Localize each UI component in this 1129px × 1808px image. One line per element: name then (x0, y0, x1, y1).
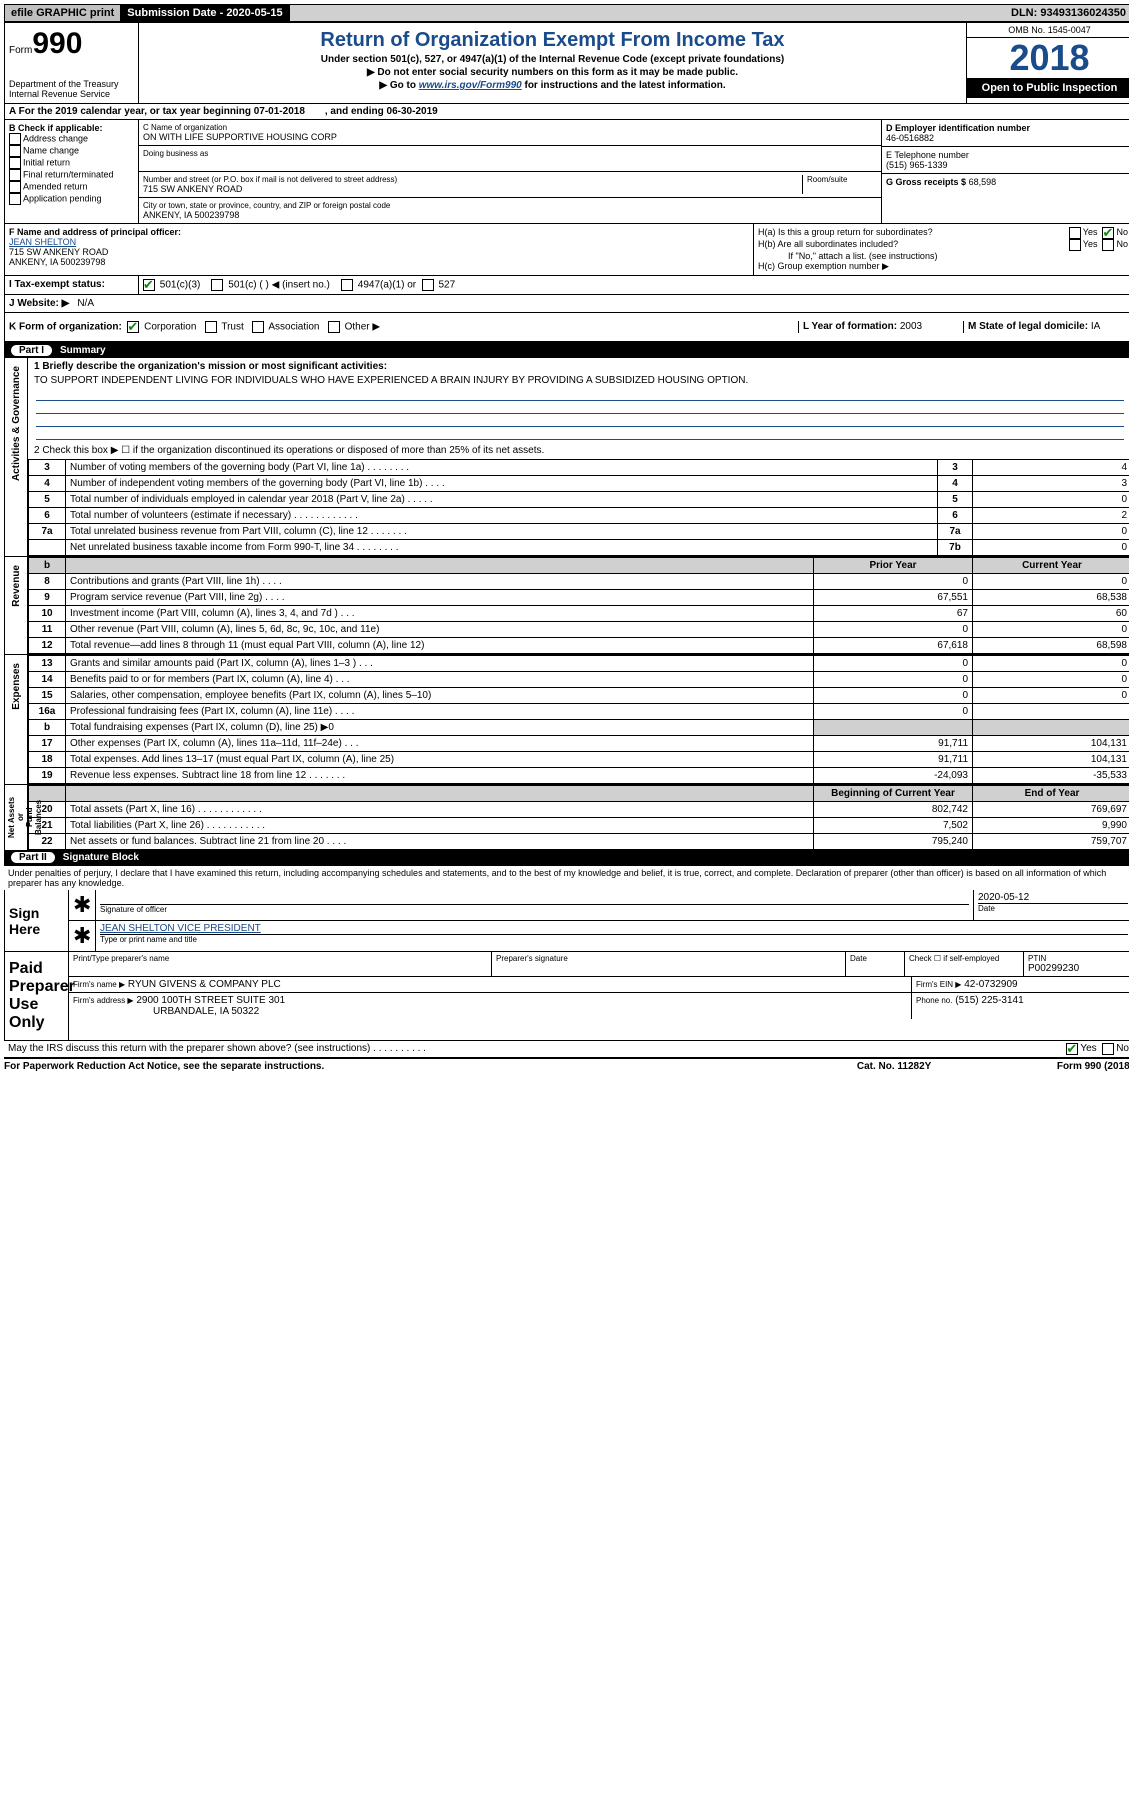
org-name: ON WITH LIFE SUPPORTIVE HOUSING CORP (143, 132, 877, 142)
section-f: F Name and address of principal officer:… (5, 224, 754, 275)
section-b: B Check if applicable: Address change Na… (5, 120, 139, 223)
mission-text: TO SUPPORT INDEPENDENT LIVING FOR INDIVI… (28, 375, 1129, 386)
summary-top-table: 3Number of voting members of the governi… (28, 459, 1129, 556)
row-a: A For the 2019 calendar year, or tax yea… (5, 104, 1129, 120)
dln: DLN: 93493136024350 (1005, 5, 1129, 21)
preparer-block: Paid Preparer Use Only Print/Type prepar… (4, 952, 1129, 1041)
dept-label: Department of the Treasury Internal Reve… (9, 79, 134, 99)
section-h: H(a) Is this a group return for subordin… (754, 224, 1129, 275)
omb-number: OMB No. 1545-0047 (967, 23, 1129, 38)
efile-label[interactable]: efile GRAPHIC print (5, 5, 121, 21)
perjury-text: Under penalties of perjury, I declare th… (4, 866, 1129, 890)
header-left: Form990 Department of the Treasury Inter… (5, 23, 139, 103)
public-inspection: Open to Public Inspection (967, 78, 1129, 98)
ein: 46-0516882 (886, 133, 1128, 143)
part2-header: Part IISignature Block (5, 850, 1129, 865)
header-center: Return of Organization Exempt From Incom… (139, 23, 967, 103)
revenue-table: bPrior YearCurrent Year 8Contributions a… (28, 557, 1129, 654)
submission-date: Submission Date - 2020-05-15 (121, 5, 289, 21)
tax-year: 2018 (967, 38, 1129, 78)
top-bar: efile GRAPHIC print Submission Date - 20… (4, 4, 1129, 22)
section-c: C Name of organization ON WITH LIFE SUPP… (139, 120, 881, 223)
irs-link[interactable]: www.irs.gov/Form990 (419, 80, 522, 91)
header-right: OMB No. 1545-0047 2018 Open to Public In… (967, 23, 1129, 103)
form-title: Return of Organization Exempt From Incom… (143, 29, 962, 52)
footer: For Paperwork Reduction Act Notice, see … (4, 1059, 1129, 1074)
form-container: Form990 Department of the Treasury Inter… (4, 22, 1129, 866)
row-klm: K Form of organization: Corporation Trus… (5, 313, 1129, 343)
sign-here-block: Sign Here ✱ Signature of officer 2020-05… (4, 890, 1129, 952)
expense-table: 13Grants and similar amounts paid (Part … (28, 655, 1129, 784)
netassets-table: Beginning of Current YearEnd of Year 20T… (28, 785, 1129, 850)
vlabel-activities: Activities & Governance (5, 358, 28, 556)
phone: (515) 965-1339 (886, 160, 1128, 170)
discuss-row: May the IRS discuss this return with the… (4, 1041, 1129, 1059)
tax-exempt-label: I Tax-exempt status: (5, 276, 139, 294)
section-deg: D Employer identification number 46-0516… (881, 120, 1129, 223)
part1-header: Part ISummary (5, 343, 1129, 358)
